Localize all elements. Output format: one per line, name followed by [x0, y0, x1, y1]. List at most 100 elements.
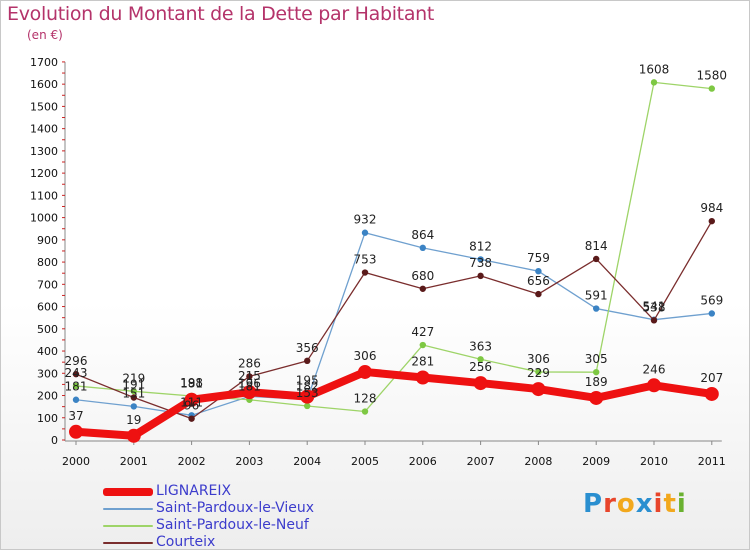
data-label: 738 — [469, 256, 492, 270]
y-tick-label: 1500 — [30, 100, 58, 113]
data-point — [593, 368, 600, 376]
data-label: 286 — [238, 356, 261, 370]
y-tick-label: 900 — [37, 234, 58, 247]
data-label: 181 — [180, 377, 203, 391]
data-point — [593, 255, 600, 263]
data-label: 246 — [643, 362, 666, 376]
data-point — [531, 382, 546, 397]
brand-letter: P — [583, 489, 604, 519]
data-point — [535, 267, 542, 275]
chart-title: Evolution du Montant de la Dette par Hab… — [7, 3, 435, 25]
data-label: 37 — [68, 409, 83, 423]
data-label: 207 — [700, 371, 723, 385]
data-label: 356 — [296, 341, 319, 355]
data-point — [130, 388, 137, 395]
y-tick-label: 1200 — [30, 167, 58, 180]
series-line — [75, 81, 713, 413]
data-label: 753 — [354, 253, 377, 267]
data-label: 128 — [354, 392, 377, 406]
data-point — [708, 217, 715, 225]
series-line — [72, 367, 716, 440]
data-point — [477, 256, 484, 263]
x-tick-label: 2005 — [351, 455, 379, 468]
data-label: 195 — [296, 374, 319, 388]
x-tick-label: 2002 — [178, 455, 206, 468]
data-label: 256 — [469, 360, 492, 374]
data-label: 215 — [238, 369, 261, 383]
y-tick-label: 700 — [37, 278, 58, 291]
data-point — [130, 394, 137, 401]
data-point — [361, 269, 369, 276]
series-line — [75, 232, 713, 416]
y-tick-label: 1600 — [30, 78, 58, 91]
data-point — [72, 370, 80, 378]
data-label: 306 — [527, 352, 550, 366]
legend-item: Courteix — [103, 534, 314, 551]
data-label: 864 — [411, 228, 434, 242]
data-label: 229 — [527, 366, 550, 380]
data-label: 151 — [122, 386, 145, 400]
series-line — [75, 220, 713, 420]
data-label: 181 — [65, 380, 88, 394]
data-label: 191 — [122, 378, 145, 392]
data-label: 1580 — [697, 69, 728, 83]
series-layer — [69, 79, 719, 443]
brand-letter: o — [616, 489, 636, 519]
brand-letter: i — [653, 489, 664, 519]
legend-item: Saint-Pardoux-le-Neuf — [103, 517, 314, 534]
data-label: 111 — [180, 395, 203, 409]
x-tick-label: 2000 — [62, 455, 90, 468]
data-label: 196 — [238, 376, 261, 390]
data-label: 219 — [122, 371, 145, 385]
y-tick-label: 1100 — [30, 189, 58, 202]
legend-label: LIGNAREIX — [156, 483, 232, 499]
data-point — [473, 376, 488, 391]
data-point — [704, 386, 719, 401]
series-saint-pardoux-le-neuf — [72, 79, 715, 415]
data-point — [415, 370, 430, 385]
data-point — [708, 310, 715, 317]
data-label: 984 — [700, 201, 723, 215]
data-label: 296 — [65, 354, 88, 368]
data-label: 656 — [527, 274, 550, 288]
x-tick-label: 2004 — [293, 455, 321, 468]
x-tick-label: 2007 — [467, 455, 495, 468]
brand-logo: Proxiti — [583, 489, 687, 519]
data-point — [419, 244, 426, 252]
legend-item: LIGNAREIX — [103, 483, 314, 500]
data-label: 814 — [585, 239, 608, 253]
legend-item: Saint-Pardoux-le-Vieux — [103, 500, 314, 517]
data-point — [419, 341, 426, 349]
brand-letter: x — [635, 489, 654, 519]
data-point — [246, 373, 253, 380]
data-point — [72, 382, 80, 390]
series-lignareix — [69, 364, 719, 443]
data-point — [647, 378, 661, 393]
data-point — [304, 357, 311, 365]
y-tick-label: 1000 — [30, 212, 58, 225]
data-point — [477, 272, 484, 280]
data-point — [708, 85, 715, 92]
data-point — [361, 229, 369, 236]
data-point — [72, 396, 80, 403]
data-label: 306 — [354, 349, 377, 363]
data-label: 363 — [469, 339, 492, 353]
y-tick-label: 100 — [37, 412, 58, 425]
brand-letter: i — [676, 489, 687, 519]
data-label: 189 — [585, 375, 608, 389]
x-tick-label: 2003 — [235, 455, 263, 468]
data-point — [126, 428, 141, 443]
x-tick-label: 2011 — [698, 455, 726, 468]
data-label: 427 — [411, 325, 434, 339]
x-tick-label: 2001 — [120, 455, 148, 468]
legend: LIGNAREIX Saint-Pardoux-le-Vieux Saint-Par… — [103, 483, 314, 551]
data-label: 1608 — [639, 62, 670, 76]
legend-label: Saint-Pardoux-le-Vieux — [156, 500, 314, 516]
data-point — [650, 79, 658, 86]
legend-label: Courteix — [156, 534, 216, 550]
data-point — [361, 408, 369, 415]
data-label: 541 — [643, 300, 666, 314]
legend-swatch — [103, 541, 153, 544]
x-tick-label: 2008 — [524, 455, 552, 468]
